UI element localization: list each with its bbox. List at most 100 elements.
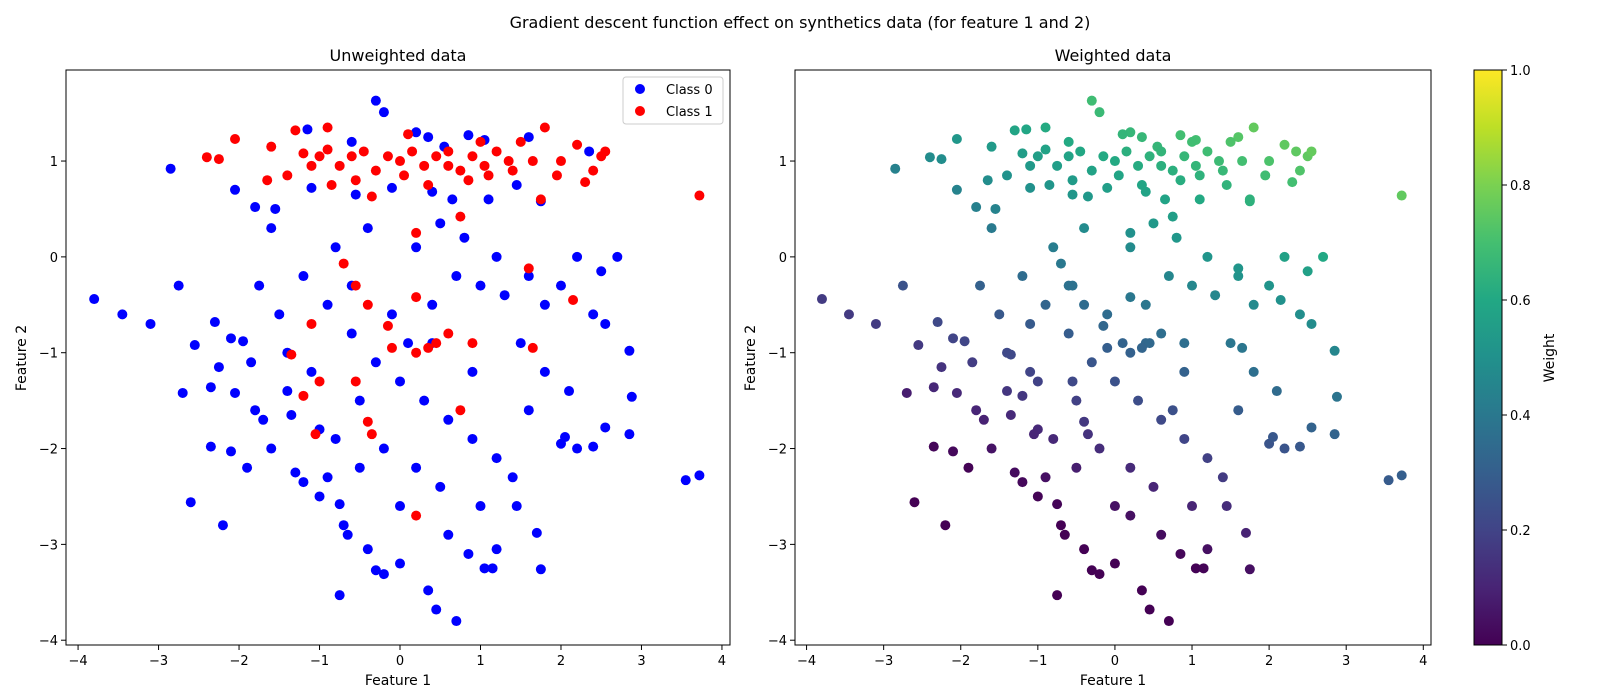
scatter-point	[1028, 429, 1039, 440]
y-tick-label: −3	[39, 538, 58, 553]
scatter-point	[1009, 467, 1020, 478]
scatter-point	[1156, 160, 1167, 171]
scatter-point	[1244, 194, 1255, 205]
scatter-point	[948, 333, 959, 344]
x-axis-label: Feature 1	[1080, 673, 1146, 689]
scatter-point	[1329, 345, 1340, 356]
scatter-point	[491, 453, 502, 464]
scatter-point	[1291, 146, 1302, 157]
scatter-point	[1156, 146, 1167, 157]
scatter-point	[1148, 481, 1159, 492]
scatter-point	[1055, 258, 1066, 269]
scatter-point	[1271, 386, 1282, 397]
x-tick-label: 2	[557, 654, 565, 669]
scatter-point	[1117, 338, 1128, 349]
scatter-point	[459, 232, 470, 243]
scatter-point	[1214, 156, 1224, 167]
scatter-point	[1052, 590, 1063, 601]
scatter-point	[1163, 616, 1174, 627]
scatter-point	[411, 347, 422, 358]
scatter-point	[1306, 318, 1317, 329]
scatter-point	[213, 362, 224, 373]
scatter-point	[1067, 189, 1078, 200]
scatter-point	[419, 160, 430, 171]
scatter-point	[1240, 527, 1251, 538]
scatter-point	[694, 190, 705, 201]
scatter-point	[282, 386, 293, 397]
y-tick-label: −1	[39, 347, 58, 362]
scatter-point	[330, 433, 341, 444]
scatter-point	[366, 191, 377, 202]
scatter-point	[487, 563, 498, 574]
scatter-point	[230, 134, 241, 144]
scatter-point	[1329, 429, 1340, 440]
scatter-point	[411, 242, 422, 253]
scatter-point	[230, 184, 241, 195]
y-tick-label: −3	[768, 538, 787, 553]
scatter-point	[250, 405, 261, 416]
y-tick-label: −4	[39, 634, 58, 649]
scatter-point	[928, 382, 939, 393]
scatter-point	[443, 160, 454, 171]
scatter-point	[423, 342, 434, 353]
scatter-point	[254, 280, 265, 291]
scatter-point	[523, 405, 534, 416]
scatter-point	[507, 165, 518, 176]
scatter-point	[1032, 491, 1043, 502]
scatter-point	[338, 258, 349, 269]
scatter-point	[483, 194, 494, 205]
scatter-point	[455, 405, 466, 416]
scatter-point	[467, 151, 478, 162]
scatter-point	[588, 165, 599, 176]
colorbar-tick-label: 0.0	[1510, 639, 1531, 654]
scatter-point	[370, 165, 381, 176]
scatter-point	[924, 152, 935, 163]
scatter-point	[1167, 405, 1178, 416]
x-tick-label: 2	[1265, 654, 1273, 669]
x-tick-label: −2	[951, 654, 970, 669]
scatter-point	[411, 127, 422, 138]
scatter-point	[928, 441, 939, 452]
scatter-point	[1133, 395, 1144, 406]
scatter-point	[1098, 151, 1109, 162]
scatter-point	[467, 338, 478, 349]
scatter-point	[1059, 529, 1070, 540]
legend-marker-class-1	[635, 106, 645, 116]
y-tick-label: 1	[50, 155, 58, 170]
scatter-point	[1233, 271, 1244, 282]
scatter-point	[395, 376, 406, 387]
scatter-point	[909, 497, 920, 508]
scatter-point	[475, 136, 486, 147]
scatter-point	[1167, 211, 1178, 222]
x-tick-label: −1	[1028, 654, 1047, 669]
scatter-point	[1237, 342, 1248, 353]
scatter-point	[986, 223, 997, 234]
scatter-point	[225, 446, 236, 457]
scatter-point	[1217, 165, 1228, 176]
scatter-point	[523, 271, 534, 282]
scatter-point	[298, 148, 309, 159]
scatter-point	[1017, 390, 1028, 401]
scatter-point	[978, 414, 989, 425]
scatter-point	[366, 429, 377, 440]
scatter-point	[1396, 190, 1407, 201]
scatter-point	[1187, 280, 1198, 291]
scatter-point	[951, 134, 962, 144]
y-tick-label: −2	[39, 443, 58, 458]
scatter-point	[298, 390, 309, 401]
scatter-point	[1102, 309, 1113, 320]
scatter-point	[1194, 170, 1205, 181]
scatter-point	[1125, 347, 1136, 358]
scatter-point	[1079, 223, 1090, 234]
scatter-point	[431, 338, 442, 349]
scatter-point	[1225, 136, 1236, 147]
scatter-point	[1179, 366, 1190, 377]
scatter-point	[515, 338, 526, 349]
x-tick-label: −3	[874, 654, 893, 669]
scatter-point	[870, 318, 881, 329]
scatter-point	[1055, 520, 1066, 531]
scatter-point	[1217, 472, 1228, 483]
scatter-point	[1063, 151, 1074, 162]
scatter-point	[680, 475, 691, 486]
scatter-point	[971, 405, 982, 416]
